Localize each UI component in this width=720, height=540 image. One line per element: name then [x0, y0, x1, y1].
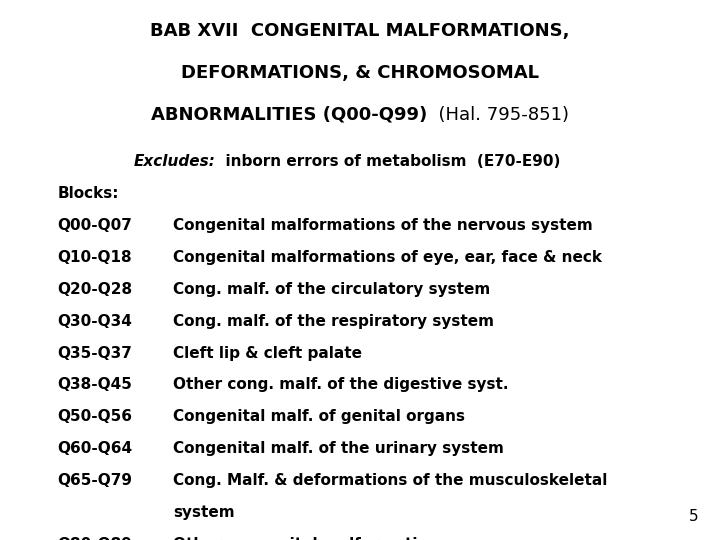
Text: Congenital malf. of the urinary system: Congenital malf. of the urinary system: [173, 441, 504, 456]
Text: Congenital malformations of the nervous system: Congenital malformations of the nervous …: [173, 218, 593, 233]
Text: DEFORMATIONS, & CHROMOSOMAL: DEFORMATIONS, & CHROMOSOMAL: [181, 64, 539, 82]
Text: Congenital malformations of eye, ear, face & neck: Congenital malformations of eye, ear, fa…: [173, 250, 602, 265]
Text: Cong. Malf. & deformations of the musculoskeletal: Cong. Malf. & deformations of the muscul…: [173, 473, 607, 488]
Text: system: system: [173, 505, 235, 520]
Text: Q80-Q89: Q80-Q89: [58, 537, 132, 540]
Text: Q20-Q28: Q20-Q28: [58, 282, 132, 297]
Text: Q30-Q34: Q30-Q34: [58, 314, 132, 329]
Text: (Hal. 795-851): (Hal. 795-851): [427, 106, 569, 124]
Text: Q65-Q79: Q65-Q79: [58, 473, 132, 488]
Text: Cong. malf. of the respiratory system: Cong. malf. of the respiratory system: [173, 314, 494, 329]
Text: Cong. malf. of the circulatory system: Cong. malf. of the circulatory system: [173, 282, 490, 297]
Text: ABNORMALITIES (Q​00-Q​99): ABNORMALITIES (Q​00-Q​99): [151, 106, 427, 124]
Text: Q00-Q07: Q00-Q07: [58, 218, 132, 233]
Text: Other congenital malformations: Other congenital malformations: [173, 537, 448, 540]
Text: Q10-Q18: Q10-Q18: [58, 250, 132, 265]
Text: Q50-Q56: Q50-Q56: [58, 409, 132, 424]
Text: Congenital malf. of genital organs: Congenital malf. of genital organs: [173, 409, 465, 424]
Text: inborn errors of metabolism  (E70-E90): inborn errors of metabolism (E70-E90): [215, 154, 560, 170]
Text: Blocks:: Blocks:: [58, 186, 119, 201]
Text: Excludes:: Excludes:: [133, 154, 215, 170]
Text: Cleft lip & cleft palate: Cleft lip & cleft palate: [173, 346, 361, 361]
Text: Q35-Q37: Q35-Q37: [58, 346, 132, 361]
Text: Q38-Q45: Q38-Q45: [58, 377, 132, 393]
Text: 5: 5: [689, 509, 698, 524]
Text: Q60-Q64: Q60-Q64: [58, 441, 132, 456]
Text: BAB XVII  CONGENITAL MALFORMATIONS,: BAB XVII CONGENITAL MALFORMATIONS,: [150, 22, 570, 39]
Text: Other cong. malf. of the digestive syst.: Other cong. malf. of the digestive syst.: [173, 377, 508, 393]
